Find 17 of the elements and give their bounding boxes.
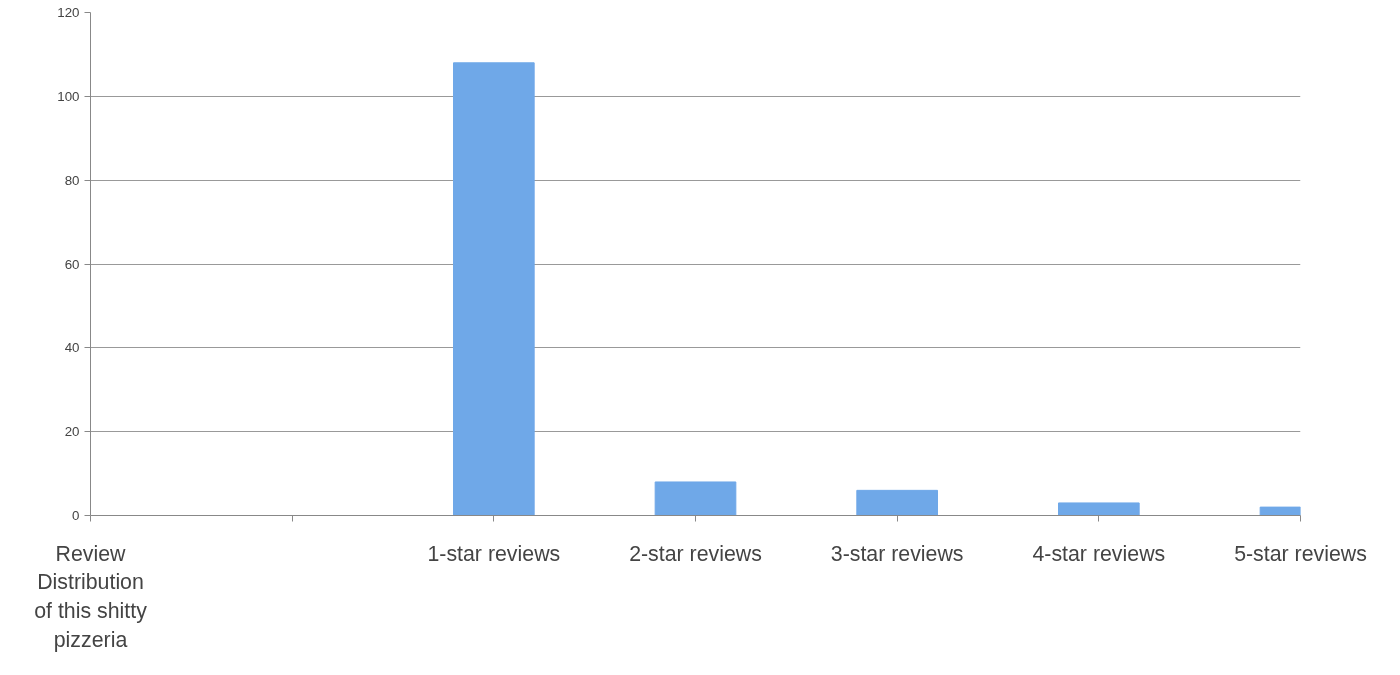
- y-tick-label: 80: [64, 172, 80, 188]
- y-tick-label: 0: [72, 508, 80, 523]
- x-tick-label: 5-star reviews: [1234, 541, 1367, 566]
- y-tick-label: 100: [57, 88, 80, 104]
- bar: [1058, 502, 1140, 516]
- bar: [453, 62, 535, 516]
- bar: [654, 481, 737, 516]
- y-tick-label: 60: [64, 256, 80, 272]
- x-tick-label: 3-star reviews: [830, 541, 964, 566]
- x-tick-label: 2-star reviews: [629, 541, 762, 566]
- x-tick-label: 4-star reviews: [1032, 541, 1166, 566]
- x-tick-label: Review Distribution of this shitty pizzeria: [34, 541, 148, 652]
- y-tick-label: 40: [64, 340, 80, 356]
- y-tick-label: 20: [64, 424, 80, 440]
- y-tick-label: 120: [57, 5, 80, 20]
- x-tick-label: 1-star reviews: [427, 541, 561, 566]
- bar: [856, 489, 938, 516]
